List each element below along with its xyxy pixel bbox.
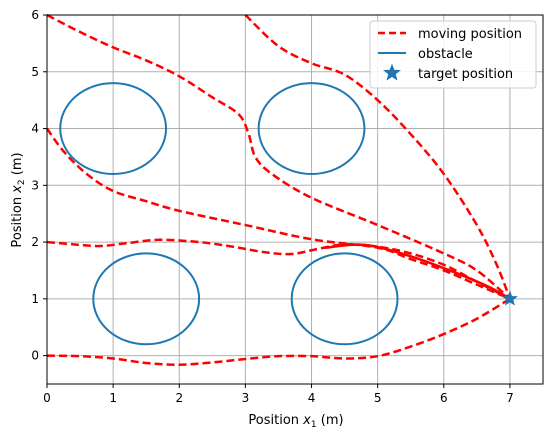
x-axis-label-sub: 1 [311, 420, 317, 430]
plot-frame [46, 14, 544, 385]
x-tick-label: 0 [43, 391, 51, 405]
moving-position-path [46, 238, 511, 300]
y-tick-label: 2 [31, 235, 39, 249]
x-axis-label: Position x1 (m) [248, 413, 343, 430]
legend-label-target-position: target position [418, 67, 513, 82]
y-axis-label-var: x [10, 185, 25, 194]
moving-position-path [45, 127, 511, 300]
y-tick-label: 3 [31, 178, 39, 192]
x-tick-label: 3 [242, 391, 250, 405]
x-tick-label: 5 [374, 391, 382, 405]
moving-position-path [46, 13, 511, 300]
y-tick-label: 5 [31, 65, 39, 79]
legend-label-moving-position: moving position [418, 27, 522, 42]
y-tick-label: 6 [31, 8, 39, 22]
obstacle-circle [59, 82, 168, 175]
obstacle-circle [290, 252, 399, 346]
x-axis-label-unit: (m) [321, 413, 344, 428]
obstacle-circle [92, 252, 201, 346]
x-tick-label: 4 [308, 391, 316, 405]
legend-label-obstacle: obstacle [418, 47, 473, 62]
x-axis-label-prefix: Position [248, 413, 303, 428]
target-star-icon [501, 290, 518, 306]
y-axis-label-prefix: Position [10, 193, 25, 248]
x-tick-label: 6 [440, 391, 448, 405]
legend-box [369, 20, 537, 89]
y-tick-label: 4 [31, 122, 39, 136]
y-tick-label: 0 [31, 349, 39, 363]
x-tick-label: 2 [175, 391, 183, 405]
x-tick-label: 1 [109, 391, 117, 405]
target-marker [501, 290, 518, 306]
x-tick-label: 7 [506, 391, 514, 405]
star-icon [383, 63, 401, 81]
y-axis-label-sub: 2 [17, 179, 27, 185]
moving-position-path [46, 297, 511, 366]
y-axis-label: Position x2 (m) [10, 152, 27, 247]
x-axis-label-var: x [302, 413, 311, 428]
obstacles [59, 82, 399, 346]
y-axis-ticks: 0 1 2 3 4 5 6 [31, 8, 47, 363]
moving-position-path [324, 243, 511, 300]
x-axis-ticks: 0 1 2 3 4 5 6 7 [43, 384, 514, 405]
y-tick-label: 1 [31, 292, 39, 306]
legend: moving position obstacle target position [369, 20, 537, 89]
moving-position-path [244, 14, 512, 300]
y-axis-label-unit: (m) [10, 152, 25, 175]
obstacle-circle [257, 82, 366, 175]
paths [45, 13, 512, 366]
